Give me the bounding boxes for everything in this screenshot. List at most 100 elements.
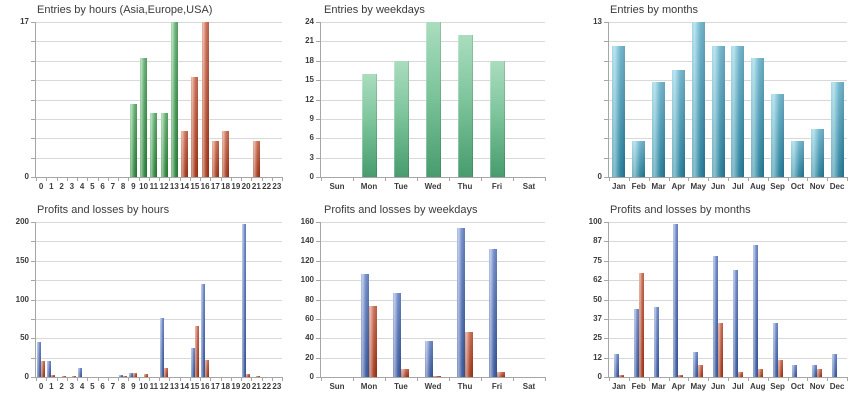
y-axis-label: 37 bbox=[593, 314, 602, 323]
entries-bar bbox=[612, 46, 625, 177]
x-axis-tick bbox=[417, 377, 418, 381]
x-axis-label: 11 bbox=[149, 182, 159, 191]
y-axis-tick bbox=[604, 158, 608, 159]
entries-bar bbox=[394, 61, 409, 177]
x-axis-label: Dec bbox=[829, 182, 845, 191]
y-axis-tick bbox=[604, 41, 608, 42]
x-axis-label: Jan bbox=[612, 182, 626, 191]
entries-bar bbox=[490, 61, 505, 177]
losses-bar bbox=[51, 375, 55, 377]
y-axis-label: 25 bbox=[593, 333, 602, 342]
entries-bar bbox=[191, 77, 198, 177]
y-axis-tick bbox=[604, 80, 608, 81]
x-axis-label: Apr bbox=[671, 382, 686, 391]
losses-bar bbox=[698, 365, 703, 377]
y-axis-label: 120 bbox=[300, 256, 314, 265]
x-axis-tick bbox=[159, 377, 160, 381]
y-axis-tick bbox=[31, 61, 35, 62]
profits-bar bbox=[78, 368, 82, 377]
x-axis-tick bbox=[629, 177, 630, 181]
y-axis-tick bbox=[316, 138, 320, 139]
gridline bbox=[36, 22, 282, 23]
x-axis-label: Feb bbox=[631, 382, 646, 391]
x-axis-label: 3 bbox=[69, 182, 75, 191]
y-axis-label: 60 bbox=[305, 314, 314, 323]
entries-bar bbox=[751, 58, 764, 177]
x-axis-tick bbox=[149, 377, 150, 381]
plot-area: 0 20 40 60 80 100 120 140 160 Sun Mon Tue Wed Thu Fri S… bbox=[301, 218, 546, 391]
x-axis-label: 22 bbox=[262, 182, 272, 191]
y-axis-tick bbox=[31, 319, 35, 320]
x-axis-tick bbox=[251, 377, 252, 381]
x-axis-tick bbox=[272, 177, 273, 181]
profits-bar bbox=[393, 293, 401, 377]
x-axis-label: 11 bbox=[149, 382, 159, 391]
x-axis-tick bbox=[353, 377, 354, 381]
y-axis-label: 80 bbox=[305, 295, 314, 304]
profits-bar bbox=[634, 309, 639, 377]
y-axis-tick bbox=[604, 119, 608, 120]
x-axis-label: 0 bbox=[38, 382, 44, 391]
entries-bar bbox=[181, 131, 188, 177]
x-axis-tick bbox=[609, 177, 610, 181]
profits-bar bbox=[832, 354, 837, 377]
gridline bbox=[609, 300, 847, 301]
losses-bar bbox=[778, 360, 783, 377]
x-axis-label: 21 bbox=[251, 382, 261, 391]
x-axis-tick bbox=[513, 377, 514, 381]
profits-bar bbox=[693, 352, 698, 377]
x-axis-label: Nov bbox=[809, 182, 825, 191]
x-axis-label: May bbox=[690, 182, 707, 191]
gridline bbox=[36, 41, 282, 42]
y-axis-tick bbox=[604, 241, 608, 242]
x-axis-tick bbox=[768, 377, 769, 381]
losses-bar bbox=[164, 368, 168, 377]
y-axis-tick bbox=[316, 119, 320, 120]
y-axis-label: 18 bbox=[305, 56, 314, 65]
y-axis-tick bbox=[31, 41, 35, 42]
y-axis-tick bbox=[316, 241, 320, 242]
profits-bar bbox=[191, 348, 195, 377]
x-axis-label: Jun bbox=[710, 382, 726, 391]
y-axis-tick bbox=[31, 119, 35, 120]
y-axis-tick bbox=[31, 280, 35, 281]
x-axis-tick bbox=[67, 177, 68, 181]
entries-bar bbox=[731, 46, 744, 177]
y-axis-tick bbox=[316, 377, 320, 378]
x-axis-tick bbox=[847, 177, 848, 181]
y-axis-tick bbox=[31, 138, 35, 139]
entries-bar bbox=[212, 141, 219, 177]
x-axis-tick bbox=[385, 377, 386, 381]
y-axis-label: 20 bbox=[305, 353, 314, 362]
gridline bbox=[36, 241, 282, 242]
x-axis-tick bbox=[128, 377, 129, 381]
losses-bar bbox=[133, 373, 137, 377]
gridline bbox=[36, 138, 282, 139]
losses-bar bbox=[205, 360, 209, 377]
plot-area: 17 0 0 1 2 3 4 5 6 7 8 9 10 11 12 13 14 15 16 17 18 19 20 21 22 2… bbox=[20, 18, 283, 191]
x-axis-tick bbox=[272, 377, 273, 381]
losses-bar bbox=[433, 376, 441, 377]
x-axis-label: 17 bbox=[210, 382, 220, 391]
losses-bar bbox=[678, 375, 683, 377]
y-axis-label: 50 bbox=[20, 333, 29, 342]
y-axis-tick bbox=[316, 319, 320, 320]
y-axis-label: 6 bbox=[309, 133, 314, 142]
losses-bar bbox=[497, 372, 505, 377]
y-axis-label: 75 bbox=[593, 256, 602, 265]
profits-bar bbox=[47, 361, 51, 377]
gridline bbox=[321, 261, 545, 262]
x-axis-label: Jun bbox=[710, 182, 726, 191]
gridline bbox=[36, 80, 282, 81]
y-axis-tick bbox=[316, 158, 320, 159]
x-axis-tick bbox=[118, 377, 119, 381]
x-axis-label: 5 bbox=[90, 382, 95, 391]
y-axis-tick bbox=[604, 100, 608, 101]
y-axis-tick bbox=[316, 338, 320, 339]
gridline bbox=[321, 300, 545, 301]
gridline bbox=[609, 261, 847, 262]
x-axis-tick bbox=[190, 177, 191, 181]
y-axis-tick bbox=[604, 22, 608, 23]
x-axis-tick bbox=[221, 377, 222, 381]
x-axis-label: 10 bbox=[139, 182, 149, 191]
